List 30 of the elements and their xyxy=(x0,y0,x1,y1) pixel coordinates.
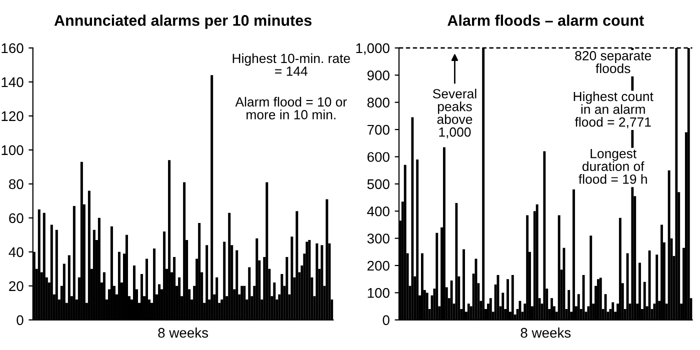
y-tick-label: 0 xyxy=(16,315,24,326)
y-tick-label: 60 xyxy=(9,213,24,224)
y-tick-label: 40 xyxy=(8,247,24,258)
y-tick-label: 100 xyxy=(2,145,24,156)
annotation: 820 separate floods xyxy=(575,51,652,74)
y-tick-label: 80 xyxy=(9,179,24,190)
y-tick-label: 200 xyxy=(368,260,390,271)
y-tick-label: 20 xyxy=(9,281,24,292)
y-tick-label: 120 xyxy=(2,111,24,122)
annotation: Highest count in an alarm flood = 2,771 xyxy=(574,91,654,128)
y-tick-label: 140 xyxy=(2,77,24,88)
x-axis-title: 8 weeks xyxy=(520,328,571,338)
x-axis-title: 8 weeks xyxy=(158,328,208,338)
y-tick-label: 900 xyxy=(367,70,390,80)
y-tick-label: 800 xyxy=(367,98,390,108)
y-tick-label: 700 xyxy=(368,124,390,135)
chart-title: Annunciated alarms per 10 minutes xyxy=(54,14,312,29)
y-tick-label: 1,000 xyxy=(356,43,390,55)
y-tick-label: 100 xyxy=(368,288,390,298)
y-tick-label: 0 xyxy=(382,315,390,326)
y-tick-label: 600 xyxy=(368,152,390,162)
y-tick-label: 160 xyxy=(2,43,24,54)
y-tick-label: 400 xyxy=(367,206,390,216)
annotation: Alarm flood = 10 or more in 10 min. xyxy=(235,96,347,120)
annotation: Several peaks above 1,000 xyxy=(432,88,476,138)
y-tick-label: 300 xyxy=(367,234,390,244)
annotation: Highest 10-min. rate = 144 xyxy=(232,53,350,76)
y-tick-label: 500 xyxy=(367,179,390,190)
annotation: Longest duration of flood = 19 h xyxy=(578,149,647,184)
chart-title: Alarm floods – alarm count xyxy=(448,14,644,26)
